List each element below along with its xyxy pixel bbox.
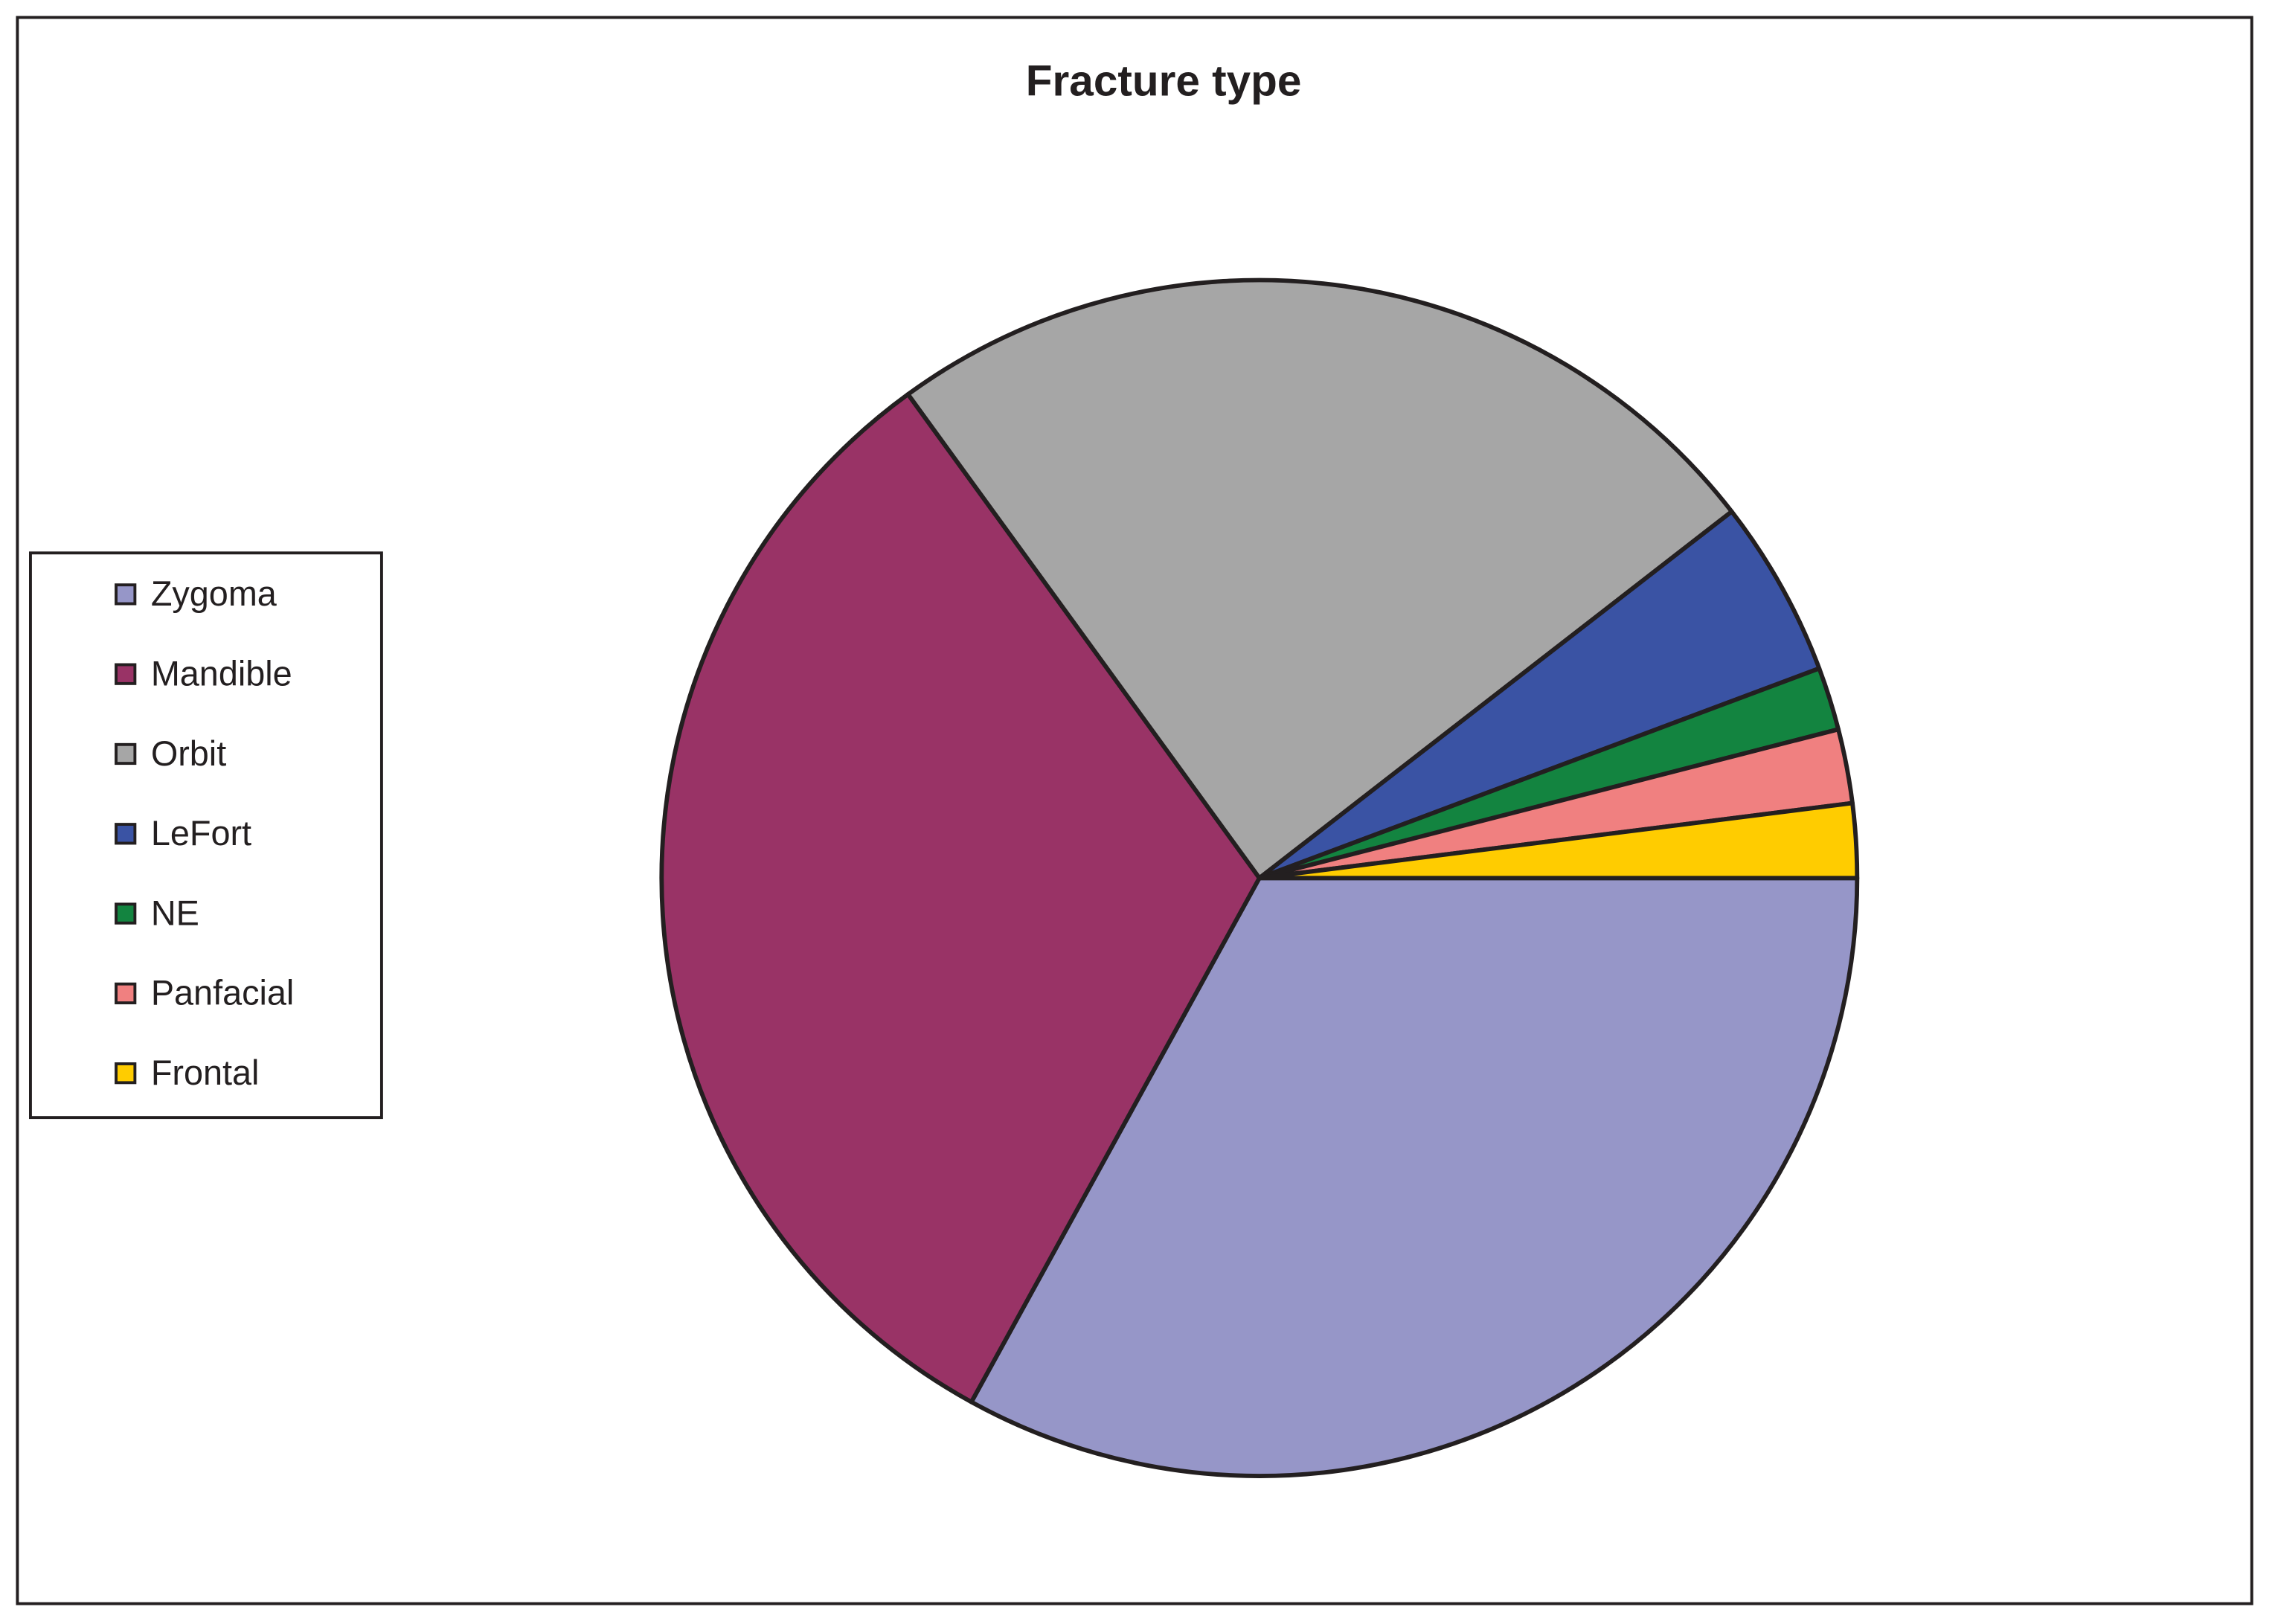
pie-slice	[905, 277, 1734, 881]
legend-label: NE	[151, 893, 199, 932]
pie-slice	[1257, 509, 1822, 881]
legend-swatch	[115, 902, 137, 925]
pie-slice	[1257, 800, 1860, 881]
legend-label: Frontal	[151, 1053, 260, 1092]
legend-label: Panfacial	[151, 974, 294, 1012]
legend: Zygoma Mandible Orbit LeFort NE Panfacial Fron…	[115, 574, 294, 1092]
legend-swatch	[115, 742, 137, 766]
legend-swatch	[115, 663, 137, 685]
legend-label: LeFort	[151, 814, 251, 853]
legend-swatch	[115, 982, 137, 1004]
legend-label: Orbit	[151, 734, 226, 773]
pie-slice	[969, 876, 1860, 1478]
pie	[659, 277, 1860, 1478]
legend-swatch	[115, 1062, 137, 1085]
legend-swatch	[115, 583, 137, 606]
legend-box	[29, 551, 383, 1120]
pie-slice	[659, 392, 1262, 1405]
legend-swatch	[115, 823, 137, 845]
legend-label: Mandible	[151, 654, 292, 693]
legend-label: Zygoma	[151, 574, 277, 613]
chart-title: Fracture type	[1026, 57, 1302, 106]
